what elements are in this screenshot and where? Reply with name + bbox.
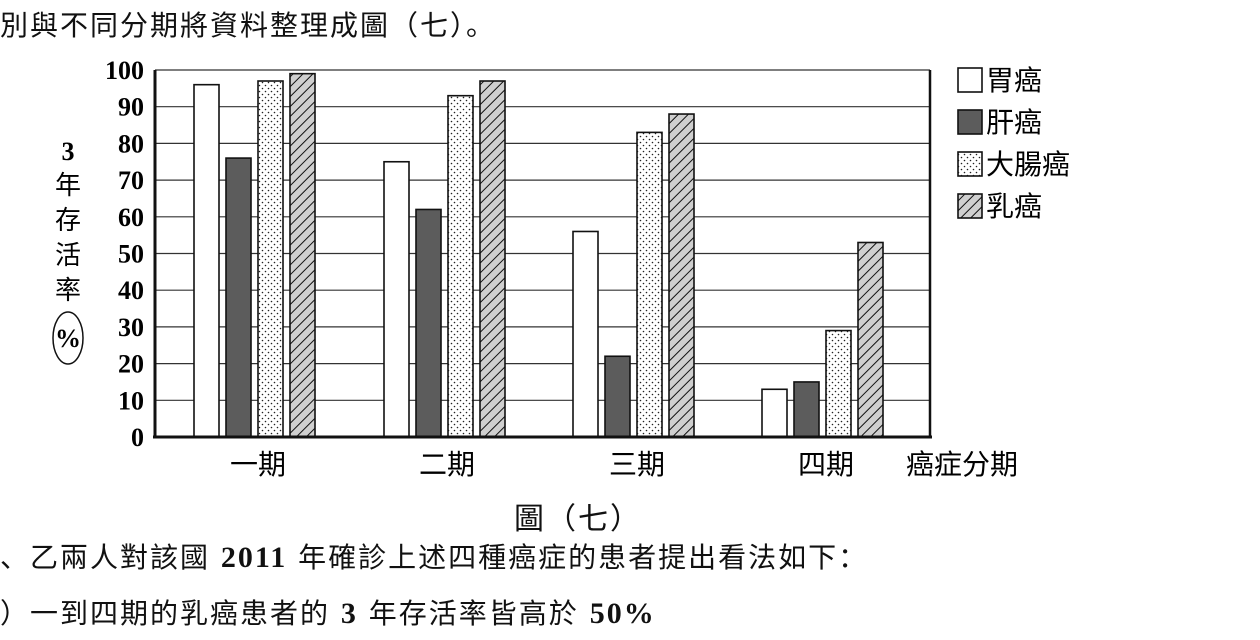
unit-parenthesis — [52, 311, 84, 365]
legend-label: 乳癌 — [986, 190, 1042, 223]
bar-2-2 — [415, 208, 442, 438]
bar-1-3 — [257, 80, 284, 438]
legend-swatch — [957, 193, 983, 219]
bar-4-4 — [857, 241, 884, 438]
bar-1-1 — [193, 83, 220, 438]
y-tick-label: 40 — [118, 276, 144, 305]
y-tick-label: 50 — [118, 240, 144, 269]
bar-3-2 — [604, 355, 631, 438]
bar-3-3 — [636, 131, 663, 438]
y-label-char: 活 — [55, 241, 81, 271]
x-category-label: 三期 — [609, 448, 665, 481]
opinion-sentence: 、乙兩人對該國 2011 年確診上述四種癌症的患者提出看法如下： — [0, 541, 869, 574]
y-tick-label: 100 — [105, 56, 144, 85]
y-label-unit: % — [55, 324, 81, 353]
y-tick-label: 60 — [118, 203, 144, 232]
y-label-char: 存 — [55, 206, 81, 236]
legend-swatch — [957, 151, 983, 177]
y-axis-label: 3 年存活率% — [52, 137, 84, 365]
x-category-label: 二期 — [419, 448, 475, 481]
legend-label: 胃癌 — [986, 64, 1042, 97]
y-tick-label: 0 — [131, 423, 144, 452]
bar-chart: 0 10 20 30 40 50 60 70 80 90 100 一期 二期 三期 四期 3 年存活率% 胃… — [52, 56, 1070, 481]
bar-3-4 — [668, 113, 695, 438]
x-axis-label: 癌症分期 — [906, 448, 1018, 481]
axes — [153, 70, 932, 439]
x-category-label: 一期 — [230, 448, 286, 481]
legend-label: 肝癌 — [986, 106, 1042, 139]
intro-sentence: 別與不同分期將資料整理成圖（七）。 — [0, 9, 497, 42]
y-tick-label: 30 — [118, 313, 144, 342]
bar-4-1 — [761, 388, 788, 438]
x-category-labels: 一期 二期 三期 四期 — [230, 448, 854, 481]
y-label-char: 年 — [55, 171, 81, 201]
legend-swatch — [957, 109, 983, 135]
bar-2-4 — [479, 80, 506, 438]
bar-3-1 — [572, 230, 599, 438]
y-tick-label: 70 — [118, 166, 144, 195]
bar-2-3 — [447, 94, 474, 438]
y-tick-label: 90 — [118, 93, 144, 122]
figure-caption: 圖（七） — [514, 502, 642, 537]
bars — [193, 72, 884, 438]
y-label-char: 率 — [55, 276, 81, 306]
y-tick-label: 10 — [118, 386, 144, 415]
legend-label: 大腸癌 — [986, 148, 1070, 181]
bar-1-4 — [289, 72, 316, 438]
x-category-label: 四期 — [798, 448, 854, 481]
bar-2-1 — [383, 160, 410, 438]
gridlines — [155, 69, 930, 401]
y-tick-labels: 0 10 20 30 40 50 60 70 80 90 100 — [105, 56, 144, 452]
bar-4-3 — [825, 329, 852, 438]
y-tick-label: 20 — [118, 350, 144, 379]
claim-sentence: ）一到四期的乳癌患者的 3 年存活率皆高於 50% — [0, 597, 656, 630]
y-tick-label: 80 — [118, 129, 144, 158]
bar-4-2 — [793, 381, 820, 438]
y-label-number: 3 — [62, 137, 75, 166]
legend-swatch — [957, 67, 983, 93]
bar-1-2 — [225, 157, 252, 438]
